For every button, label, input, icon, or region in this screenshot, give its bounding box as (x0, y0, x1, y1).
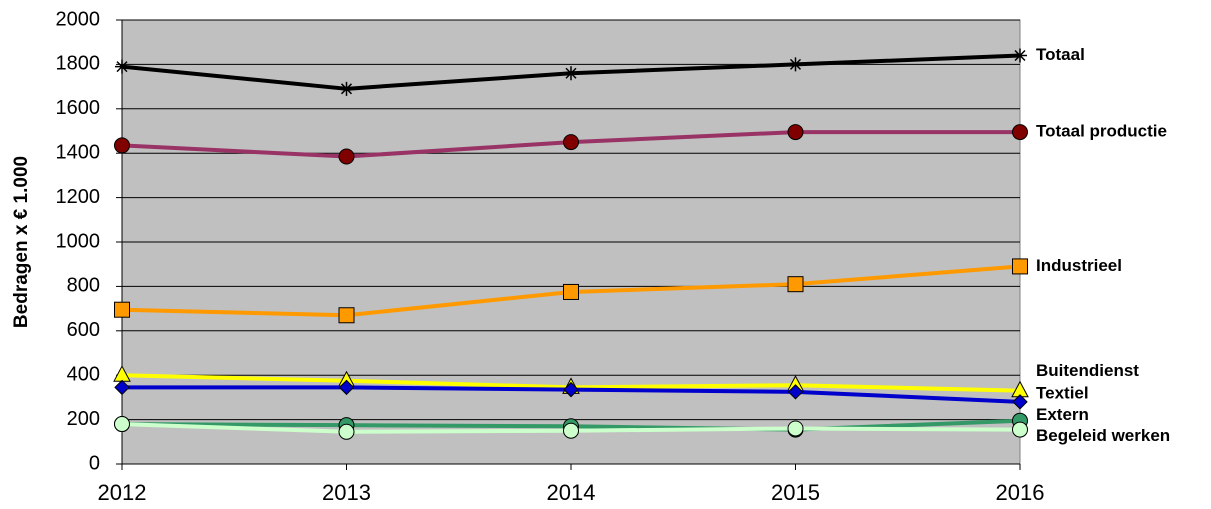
point (114, 137, 130, 154)
point (564, 66, 578, 81)
x-tick-label: 2013 (322, 480, 371, 505)
point (115, 59, 129, 74)
point (1012, 394, 1028, 410)
point (1012, 258, 1028, 275)
y-tick-label: 600 (67, 319, 100, 341)
y-tick-label: 1600 (56, 97, 101, 119)
series-label: Totaal (1036, 45, 1085, 64)
point (338, 148, 355, 165)
y-tick-label: 1200 (56, 186, 101, 208)
y-tick-label: 200 (67, 408, 100, 430)
point (563, 283, 579, 300)
x-tick-label: 2014 (547, 480, 596, 505)
series-label: Begeleid werken (1036, 426, 1170, 445)
series-label: Buitendienst (1036, 361, 1139, 380)
series-label: Industrieel (1036, 256, 1122, 275)
y-tick-label: 2000 (56, 8, 101, 30)
point (1013, 48, 1027, 63)
point (338, 423, 355, 440)
point (563, 381, 579, 398)
point (114, 379, 130, 396)
point (114, 301, 130, 318)
x-tick-label: 2015 (771, 480, 820, 505)
point (563, 134, 579, 151)
y-tick-label: 0 (89, 452, 100, 474)
y-tick-label: 1400 (56, 141, 101, 163)
point (339, 81, 354, 96)
point (787, 276, 804, 293)
point (1012, 124, 1028, 141)
y-tick-label: 800 (67, 275, 100, 297)
series-label: Totaal productie (1036, 122, 1167, 141)
point (338, 379, 355, 396)
point (787, 384, 804, 400)
y-tick-label: 1000 (56, 230, 101, 252)
x-tick-label: 2016 (996, 480, 1045, 505)
y-tick-label: 1800 (56, 53, 101, 75)
point (787, 124, 804, 141)
y-tick-label: 400 (67, 363, 100, 385)
point (338, 307, 355, 324)
series-label: Textiel (1036, 383, 1089, 402)
point (563, 422, 579, 439)
series-label: Extern (1036, 405, 1089, 424)
y-axis-title: Bedragen x € 1.000 (11, 156, 32, 328)
x-tick-label: 2012 (98, 480, 147, 505)
point (788, 57, 803, 72)
point (787, 420, 804, 437)
point (1012, 421, 1028, 438)
point (114, 416, 130, 433)
